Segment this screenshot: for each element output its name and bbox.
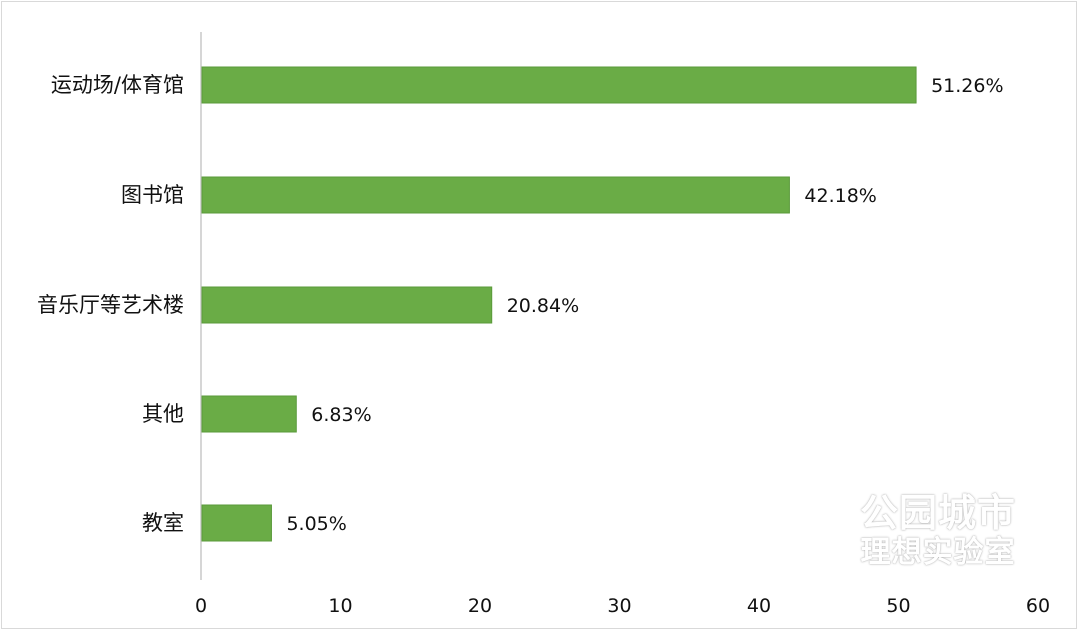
category-label: 运动场/体育馆 xyxy=(51,73,184,97)
bar xyxy=(201,66,917,104)
x-tick-label: 10 xyxy=(328,595,352,617)
x-tick-label: 30 xyxy=(607,595,631,617)
bar xyxy=(201,176,790,214)
value-label: 20.84% xyxy=(507,295,579,317)
x-tick-label: 40 xyxy=(747,595,771,617)
category-label: 其他 xyxy=(142,402,184,426)
value-label: 6.83% xyxy=(311,404,371,426)
watermark-logo: 公园城市 理想实验室 xyxy=(859,490,1016,570)
value-label: 42.18% xyxy=(804,185,876,207)
x-tick-label: 50 xyxy=(886,595,910,617)
watermark-line2: 理想实验室 xyxy=(860,534,1016,570)
bar xyxy=(201,286,493,324)
category-label: 图书馆 xyxy=(121,183,184,207)
x-tick-label: 20 xyxy=(468,595,492,617)
category-label: 教室 xyxy=(142,511,184,535)
x-tick-label: 0 xyxy=(195,595,207,617)
bar xyxy=(201,395,297,433)
x-tick-label: 60 xyxy=(1026,595,1050,617)
watermark-line1: 公园城市 xyxy=(859,490,1016,535)
category-label: 音乐厅等艺术楼 xyxy=(37,293,184,317)
bar xyxy=(201,504,272,542)
value-label: 51.26% xyxy=(931,75,1003,97)
value-label: 5.05% xyxy=(286,513,346,535)
